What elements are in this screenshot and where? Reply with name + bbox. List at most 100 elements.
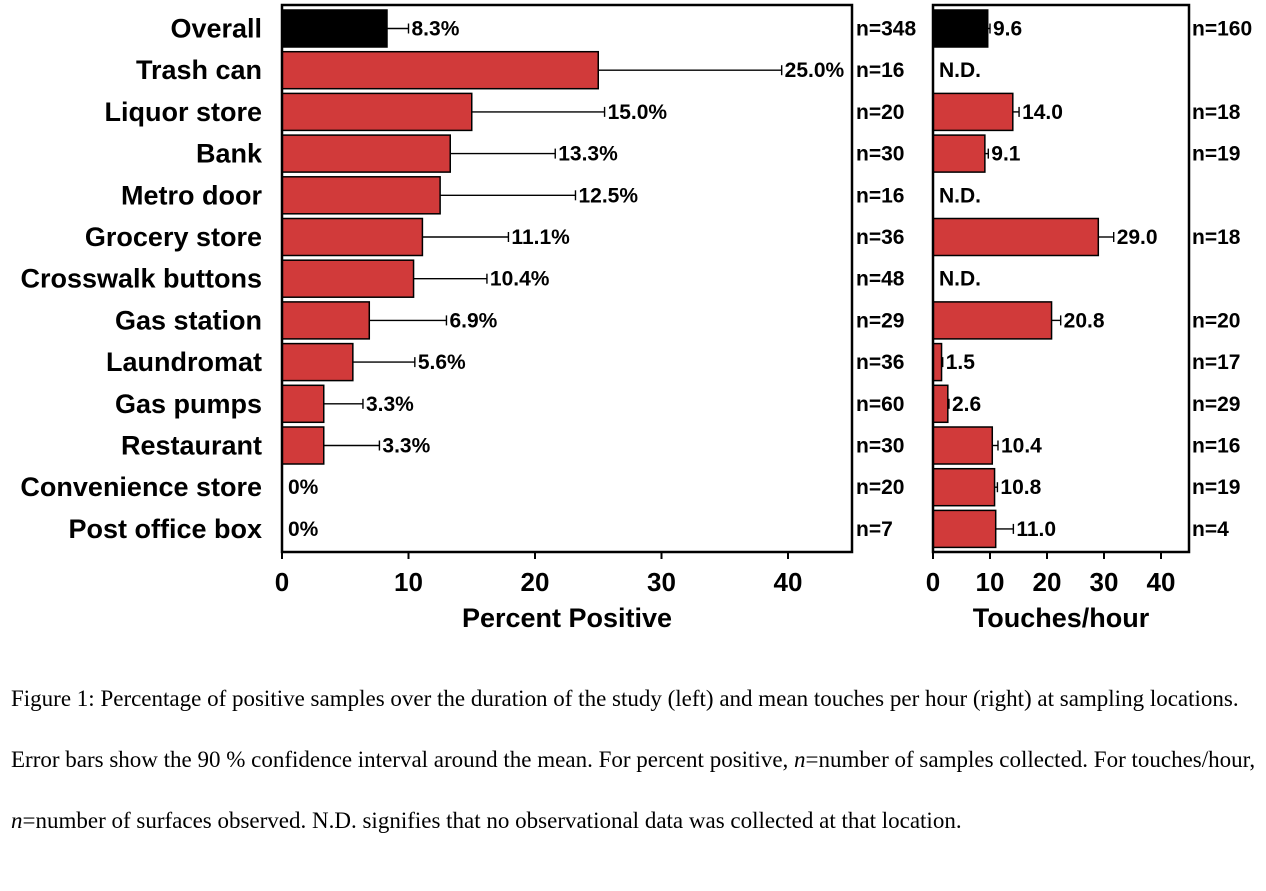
x-tick-label-10-pct: 10 xyxy=(394,567,423,597)
category-label-metro-door: Metro door xyxy=(121,180,262,210)
bar-laundromat-pct xyxy=(281,342,354,382)
value-label-crosswalk-buttons-touch: N.D. xyxy=(939,268,981,291)
value-label-gas-pumps-pct: 3.3% xyxy=(366,393,414,416)
value-label-bank-touch: 9.1 xyxy=(991,143,1021,166)
value-label-convenience-store-pct: 0% xyxy=(288,476,319,499)
caption-n-2: n xyxy=(11,808,23,833)
category-label-convenience-store: Convenience store xyxy=(20,472,262,502)
category-label-gas-station: Gas station xyxy=(115,305,262,335)
n-label-laundromat-touch: n=17 xyxy=(1192,351,1240,374)
bar-gas-pumps-touch xyxy=(932,384,949,424)
value-label-liquor-store-touch: 14.0 xyxy=(1022,101,1063,124)
n-label-restaurant-pct: n=30 xyxy=(856,435,904,458)
bar-trash-can-pct xyxy=(281,50,599,90)
value-label-trash-can-touch: N.D. xyxy=(939,59,981,82)
bar-post-office-box-touch xyxy=(932,509,997,549)
value-label-post-office-box-pct: 0% xyxy=(288,518,319,541)
n-label-bank-pct: n=30 xyxy=(856,143,904,166)
value-label-gas-pumps-touch: 2.6 xyxy=(952,393,981,416)
x-tick-label-0-pct: 0 xyxy=(275,567,289,597)
x-tick-label-40-pct: 40 xyxy=(774,567,803,597)
value-label-restaurant-touch: 10.4 xyxy=(1001,435,1042,458)
x-tick-label-30-pct: 30 xyxy=(647,567,676,597)
n-label-bank-touch: n=19 xyxy=(1192,143,1240,166)
category-label-gas-pumps: Gas pumps xyxy=(115,389,262,419)
n-label-post-office-box-touch: n=4 xyxy=(1192,518,1229,541)
n-label-metro-door-pct: n=16 xyxy=(856,184,904,207)
n-label-overall-pct: n=348 xyxy=(856,18,916,41)
value-label-grocery-store-touch: 29.0 xyxy=(1117,226,1158,249)
bar-liquor-store-touch xyxy=(932,92,1014,132)
x-tick-label-30-touch: 30 xyxy=(1090,567,1119,597)
category-label-grocery-store: Grocery store xyxy=(85,222,262,252)
bar-restaurant-touch xyxy=(932,426,994,465)
bar-grocery-store-pct xyxy=(281,217,424,257)
category-label-post-office-box: Post office box xyxy=(68,514,262,544)
value-label-gas-station-pct: 6.9% xyxy=(449,309,497,332)
category-label-bank: Bank xyxy=(196,139,263,169)
figure-chart: 8.3% n=348 Overall 25.0% n=16 Trash can 15.0% n… xyxy=(20,3,1252,633)
n-label-convenience-store-pct: n=20 xyxy=(856,476,904,499)
percent-positive-panel: 8.3% n=348 Overall 25.0% n=16 Trash can 15.0% n… xyxy=(20,3,916,633)
value-label-metro-door-touch: N.D. xyxy=(939,184,981,207)
bar-overall-touch xyxy=(932,9,989,48)
n-label-grocery-store-pct: n=36 xyxy=(856,226,904,249)
x-tick-label-20-pct: 20 xyxy=(521,567,550,597)
n-label-overall-touch: n=160 xyxy=(1192,18,1252,41)
n-label-grocery-store-touch: n=18 xyxy=(1192,226,1241,249)
value-label-laundromat-touch: 1.5 xyxy=(946,351,976,374)
n-label-convenience-store-touch: n=19 xyxy=(1192,476,1240,499)
value-label-overall-pct: 8.3% xyxy=(412,18,460,41)
category-label-liquor-store: Liquor store xyxy=(104,97,262,127)
value-label-post-office-box-touch: 11.0 xyxy=(1016,518,1056,541)
bar-restaurant-pct xyxy=(281,426,325,465)
n-label-gas-pumps-pct: n=60 xyxy=(856,393,904,416)
bar-overall-pct xyxy=(281,9,388,48)
n-label-restaurant-touch: n=16 xyxy=(1192,435,1240,458)
bar-grocery-store-touch xyxy=(932,217,1100,257)
bar-gas-station-touch xyxy=(932,301,1053,340)
n-label-laundromat-pct: n=36 xyxy=(856,351,904,374)
n-label-post-office-box-pct: n=7 xyxy=(856,518,893,541)
value-label-restaurant-pct: 3.3% xyxy=(382,435,430,458)
n-label-crosswalk-buttons-pct: n=48 xyxy=(856,268,905,291)
figure-caption: Figure 1: Percentage of positive samples… xyxy=(11,668,1256,851)
category-label-laundromat: Laundromat xyxy=(106,347,262,377)
bar-crosswalk-buttons-pct xyxy=(281,259,415,298)
x-tick-label-0-touch: 0 xyxy=(926,567,940,597)
value-label-convenience-store-touch: 10.8 xyxy=(1000,476,1041,499)
category-label-crosswalk-buttons: Crosswalk buttons xyxy=(20,264,262,294)
caption-part-1: Figure 1: Percentage of positive samples… xyxy=(11,686,1239,772)
bar-laundromat-touch xyxy=(932,342,943,382)
bar-gas-pumps-pct xyxy=(281,384,325,424)
caption-n-1: n xyxy=(794,747,806,772)
value-label-bank-pct: 13.3% xyxy=(558,143,618,166)
n-label-liquor-store-touch: n=18 xyxy=(1192,101,1241,124)
category-label-restaurant: Restaurant xyxy=(121,431,262,461)
bar-metro-door-pct xyxy=(281,176,441,215)
n-label-gas-station-pct: n=29 xyxy=(856,309,904,332)
bar-liquor-store-pct xyxy=(281,92,473,132)
category-label-trash-can: Trash can xyxy=(136,55,262,85)
value-label-grocery-store-pct: 11.1% xyxy=(511,226,570,249)
x-axis-label-touch: Touches/hour xyxy=(973,603,1150,633)
n-label-liquor-store-pct: n=20 xyxy=(856,101,904,124)
n-label-trash-can-pct: n=16 xyxy=(856,59,904,82)
bar-bank-pct xyxy=(281,134,451,173)
value-label-gas-station-touch: 20.8 xyxy=(1064,309,1105,332)
x-axis-label-pct: Percent Positive xyxy=(462,603,672,633)
value-label-liquor-store-pct: 15.0% xyxy=(608,101,668,124)
x-tick-label-10-touch: 10 xyxy=(976,567,1005,597)
category-label-overall: Overall xyxy=(170,14,262,44)
x-tick-label-40-touch: 40 xyxy=(1147,567,1176,597)
value-label-trash-can-pct: 25.0% xyxy=(785,59,845,82)
plot-frame-pct xyxy=(280,3,854,554)
caption-part-3: =number of surfaces observed. N.D. signi… xyxy=(22,808,962,833)
value-label-overall-touch: 9.6 xyxy=(993,18,1022,41)
bar-bank-touch xyxy=(932,134,986,173)
caption-part-2: =number of samples collected. For touche… xyxy=(805,747,1256,772)
n-label-gas-pumps-touch: n=29 xyxy=(1192,393,1240,416)
bar-gas-station-pct xyxy=(281,301,371,340)
value-label-crosswalk-buttons-pct: 10.4% xyxy=(490,268,550,291)
